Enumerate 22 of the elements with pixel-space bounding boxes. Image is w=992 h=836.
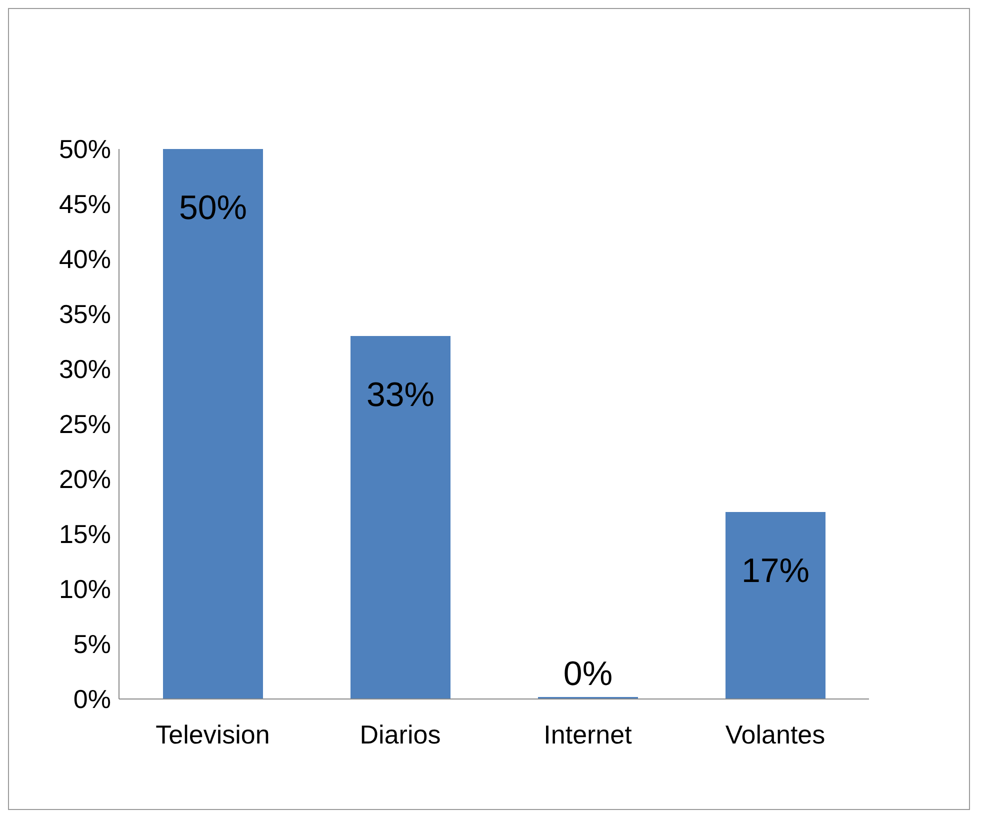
y-tick-label: 40% [58, 244, 111, 274]
y-tick-label: 0% [73, 684, 111, 714]
x-tick-label: Volantes [725, 719, 826, 750]
y-tick-label: 45% [58, 189, 111, 220]
y-tick-label: 5% [73, 629, 111, 660]
x-tick-label: Television [156, 719, 270, 750]
y-tick-label: 10% [58, 574, 111, 604]
data-label: 17% [741, 552, 810, 590]
bar [163, 149, 263, 699]
data-label: 33% [366, 376, 435, 414]
y-tick-label: 30% [58, 354, 111, 384]
y-tick-label: 25% [58, 409, 111, 440]
x-tick-label: Diarios [360, 719, 441, 750]
data-label: 50% [178, 189, 248, 227]
bar [350, 336, 450, 699]
data-label: 0% [563, 655, 613, 693]
bar [726, 512, 826, 699]
y-tick-label: 35% [58, 299, 111, 330]
y-tick-label: 15% [58, 519, 111, 550]
x-tick-label: Internet [544, 719, 633, 750]
y-tick-label: 20% [58, 464, 111, 494]
y-tick-label: 50% [58, 134, 111, 164]
